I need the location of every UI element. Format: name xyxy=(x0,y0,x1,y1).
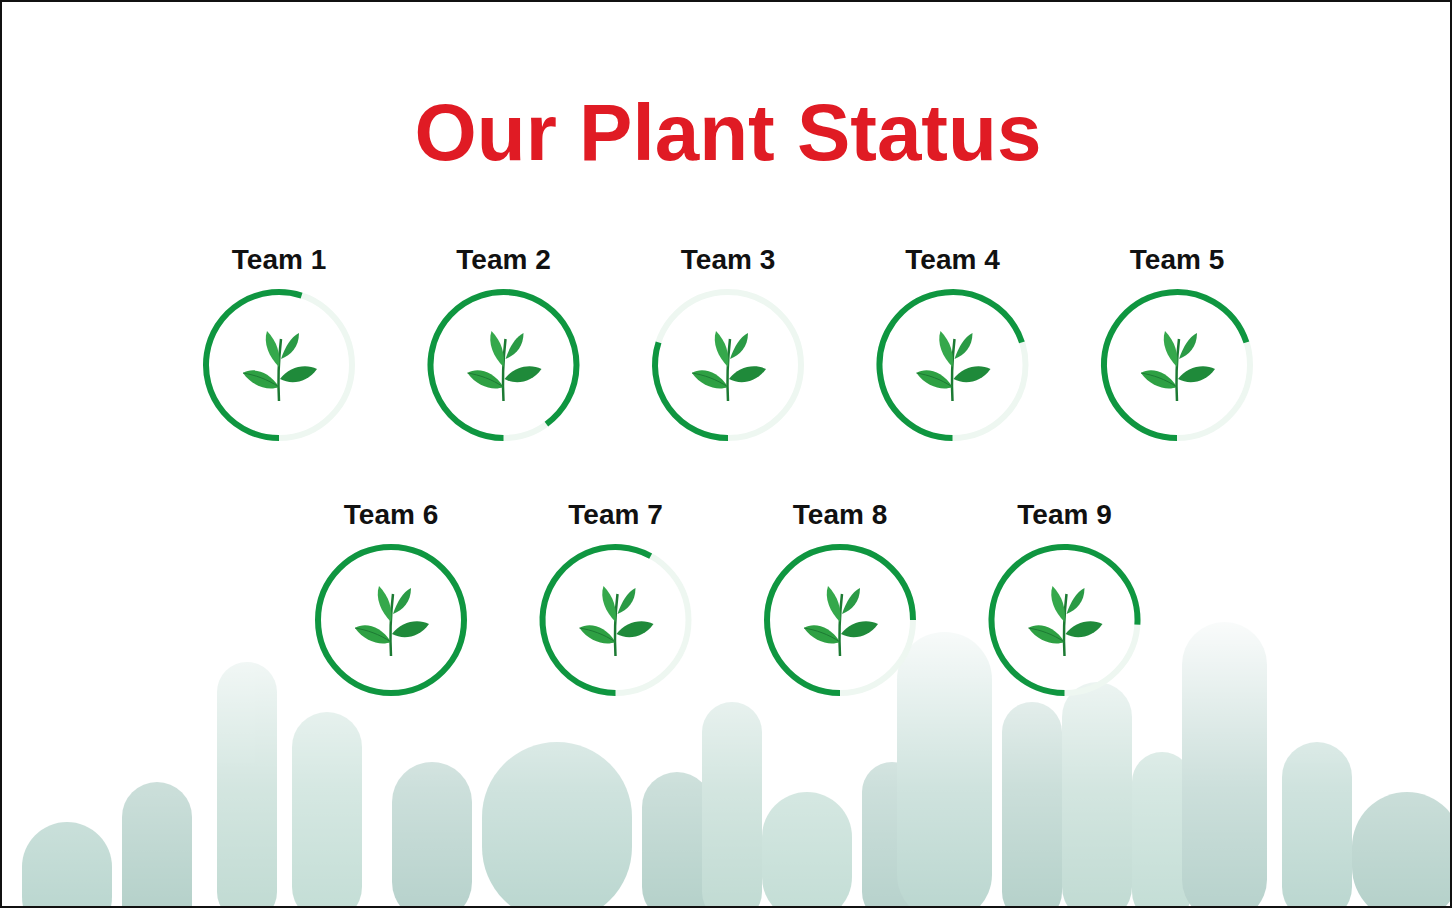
progress-ring xyxy=(206,292,302,438)
plant-icon xyxy=(468,331,542,401)
title: Our Plant Status xyxy=(415,88,1042,177)
team-label: Team 9 xyxy=(1017,499,1111,530)
team-label: Team 8 xyxy=(793,499,887,530)
ring-track xyxy=(318,547,464,693)
progress-ring xyxy=(1104,292,1246,438)
team-label: Team 6 xyxy=(344,499,438,530)
ring-track xyxy=(992,547,1138,693)
team-label: Team 2 xyxy=(456,244,550,275)
progress-ring xyxy=(431,292,577,438)
ring-track xyxy=(543,547,689,693)
progress-ring xyxy=(655,342,728,438)
background-fade xyxy=(2,602,1452,908)
team-status: Team 5 xyxy=(1104,244,1250,438)
plant-icon xyxy=(243,331,317,401)
plant-icon xyxy=(692,331,766,401)
ring-track xyxy=(206,292,352,438)
page: Our Plant Status Team 1 Team 2 Team 3 Team 4… xyxy=(0,0,1452,908)
progress-ring xyxy=(543,547,651,693)
team-label: Team 1 xyxy=(232,244,326,275)
progress-ring xyxy=(767,547,913,693)
team-status: Team 8 xyxy=(767,499,913,693)
team-status: Team 2 xyxy=(431,244,577,438)
progress-ring xyxy=(880,292,1022,438)
progress-ring xyxy=(992,547,1138,693)
ring-track xyxy=(880,292,1026,438)
ring-track xyxy=(767,547,913,693)
team-label: Team 3 xyxy=(681,244,775,275)
plant-icon xyxy=(917,331,991,401)
team-label: Team 4 xyxy=(905,244,1000,275)
team-status: Team 7 xyxy=(543,499,689,693)
ring-track xyxy=(1104,292,1250,438)
team-label: Team 7 xyxy=(568,499,662,530)
plant-icon xyxy=(1141,331,1215,401)
ring-track xyxy=(655,292,801,438)
plant-icon xyxy=(1029,586,1103,656)
team-status: Team 6 xyxy=(318,499,464,693)
team-status: Team 3 xyxy=(655,244,801,438)
team-status: Team 9 xyxy=(992,499,1138,693)
plant-icon xyxy=(580,586,654,656)
team-status: Team 4 xyxy=(880,244,1026,438)
plant-icon xyxy=(804,586,878,656)
chart: Our Plant Status Team 1 Team 2 Team 3 Team 4… xyxy=(2,2,1452,908)
progress-ring xyxy=(318,547,464,693)
ring-track xyxy=(431,292,577,438)
plant-icon xyxy=(355,586,429,656)
team-status: Team 1 xyxy=(206,244,352,438)
team-label: Team 5 xyxy=(1130,244,1224,275)
